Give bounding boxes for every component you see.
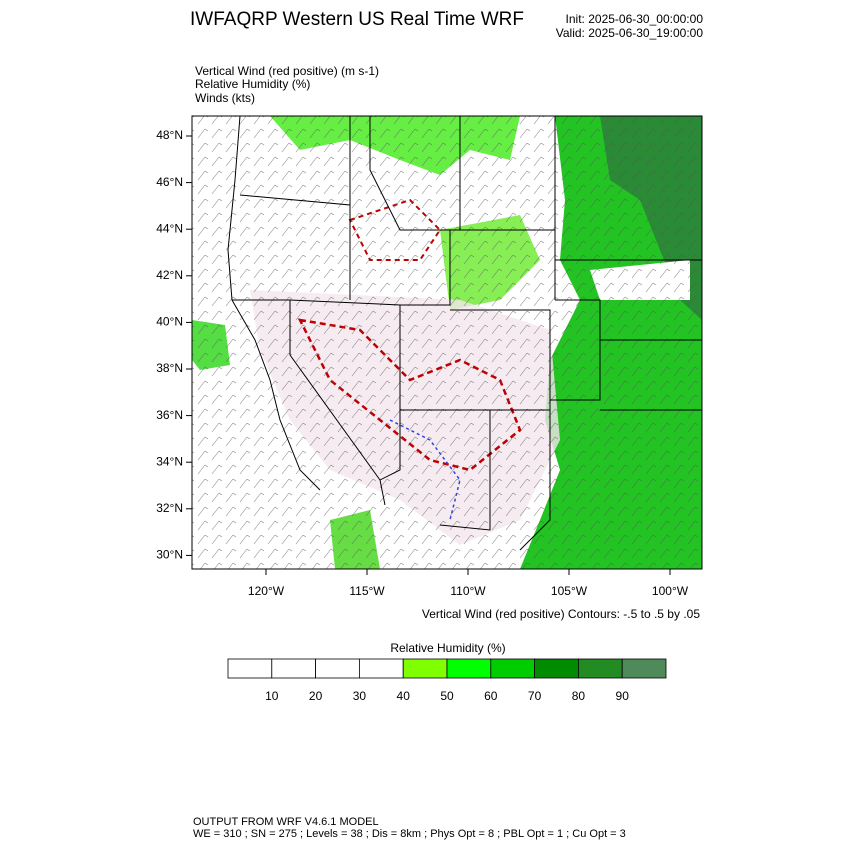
lon-label: 120°W xyxy=(248,584,285,598)
lat-label: 42°N xyxy=(156,268,183,282)
colorbar-cell xyxy=(227,658,273,679)
title: IWFAQRP Western US Real Time WRF xyxy=(190,9,524,30)
colorbar-label: 40 xyxy=(397,689,411,703)
field-label: Vertical Wind (red positive) (m s-1) xyxy=(195,64,379,78)
colorbar-label: 30 xyxy=(353,689,367,703)
lat-label: 44°N xyxy=(156,221,183,235)
map-field xyxy=(192,116,702,569)
colorbar-cell xyxy=(534,658,579,679)
colorbar-cell xyxy=(271,658,316,679)
colorbar-cell xyxy=(446,658,492,679)
lat-label: 48°N xyxy=(156,128,183,142)
colorbar-label: 70 xyxy=(528,689,542,703)
colorbar-cell xyxy=(358,658,404,679)
contour-note: Vertical Wind (red positive) Contours: -… xyxy=(422,607,700,621)
lat-label: 40°N xyxy=(156,315,183,329)
lat-label: 32°N xyxy=(156,501,183,515)
colorbar-label: 90 xyxy=(616,689,630,703)
lat-label: 46°N xyxy=(156,175,183,189)
colorbar-cell xyxy=(315,658,360,679)
map-frame xyxy=(191,115,703,570)
colorbar-label: 10 xyxy=(265,689,279,703)
field-label: Winds (kts) xyxy=(195,91,255,105)
lon-label: 115°W xyxy=(349,584,385,598)
init-time: Init: 2025-06-30_00:00:00 xyxy=(566,12,704,26)
lat-label: 34°N xyxy=(156,454,183,468)
lon-label: 105°W xyxy=(551,584,588,598)
field-label: Relative Humidity (%) xyxy=(195,77,310,91)
colorbar-label: 60 xyxy=(484,689,498,703)
colorbar-cell xyxy=(578,658,623,679)
footer-line: WE = 310 ; SN = 275 ; Levels = 38 ; Dis … xyxy=(193,828,626,840)
lat-label: 30°N xyxy=(156,548,183,562)
colorbar-label: 80 xyxy=(572,689,586,703)
colorbar-label: 20 xyxy=(309,689,323,703)
colorbar-label: 50 xyxy=(440,689,454,703)
colorbar-cell xyxy=(490,658,535,679)
lon-label: 110°W xyxy=(450,584,486,598)
lat-label: 38°N xyxy=(156,361,183,375)
lat-label: 36°N xyxy=(156,408,183,422)
valid-time: Valid: 2025-06-30_19:00:00 xyxy=(556,26,704,40)
footer-line: OUTPUT FROM WRF V4.6.1 MODEL xyxy=(193,816,379,828)
colorbar-cell xyxy=(621,658,667,679)
colorbar-title: Relative Humidity (%) xyxy=(390,641,505,655)
colorbar-cell xyxy=(402,658,448,679)
lon-label: 100°W xyxy=(652,584,689,598)
